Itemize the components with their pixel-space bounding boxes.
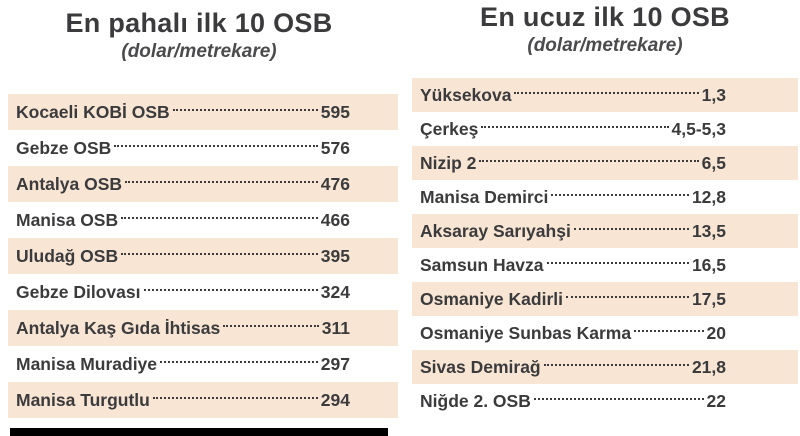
osb-name: Çerkeş — [420, 118, 479, 139]
osb-name: Nizip 2 — [420, 152, 477, 173]
dotted-leader — [152, 396, 318, 399]
osb-name: Osmaniye Sunbas Karma — [420, 322, 632, 343]
price-value: 311 — [321, 317, 350, 338]
dotted-leader — [172, 108, 318, 111]
table-row: Niğde 2. OSB 22 — [412, 384, 798, 418]
price-value: 16,5 — [691, 254, 726, 275]
price-value: 21,8 — [691, 356, 726, 377]
osb-name: Manisa Muradiye — [16, 353, 158, 374]
osb-name: Niğde 2. OSB — [420, 390, 531, 411]
price-value: 12,8 — [691, 186, 726, 207]
dotted-leader — [160, 360, 318, 363]
dotted-leader — [114, 144, 318, 147]
dotted-leader — [121, 252, 318, 255]
dotted-leader — [634, 329, 704, 332]
dotted-leader — [543, 363, 689, 366]
dotted-leader — [551, 193, 689, 196]
table-row: Samsun Havza 16,5 — [412, 248, 798, 282]
price-value: 395 — [320, 245, 350, 266]
price-value: 595 — [320, 101, 350, 122]
osb-name: Antalya Kaş Gıda İhtisas — [16, 317, 221, 338]
dotted-leader — [546, 261, 689, 264]
table-row: Antalya Kaş Gıda İhtisas 311 — [8, 310, 398, 346]
dotted-leader — [479, 159, 699, 162]
dotted-leader — [143, 288, 318, 291]
dotted-leader — [565, 295, 689, 298]
osb-name: Osmaniye Kadirli — [420, 288, 563, 309]
panel-title-most-expensive: En pahalı ilk 10 OSB — [65, 8, 333, 38]
osb-name: Aksaray Sarıyahşi — [420, 220, 571, 241]
panel-most-expensive: En pahalı ilk 10 OSB (dolar/metrekare) K… — [0, 8, 398, 436]
table-row: Manisa OSB 466 — [8, 202, 398, 238]
price-value: 324 — [320, 281, 350, 302]
osb-name: Sivas Demirağ — [420, 356, 541, 377]
osb-name: Samsun Havza — [420, 254, 544, 275]
table-row: Manisa Demirci 12,8 — [412, 180, 798, 214]
table-row: Osmaniye Kadirli 17,5 — [412, 282, 798, 316]
osb-name: Manisa OSB — [16, 209, 119, 230]
dotted-leader — [573, 227, 689, 230]
price-value: 6,5 — [701, 152, 726, 173]
price-value: 466 — [320, 209, 350, 230]
table-row: Manisa Muradiye 297 — [8, 346, 398, 382]
table-row: Gebze Dilovası 324 — [8, 274, 398, 310]
dotted-leader — [533, 397, 704, 400]
osb-name: Antalya OSB — [16, 173, 122, 194]
price-list-most-expensive: Kocaeli KOBİ OSB 595 Gebze OSB 576 Antalya O… — [8, 94, 398, 418]
dotted-leader — [223, 324, 319, 327]
price-value: 22 — [706, 390, 726, 411]
table-row: Nizip 2 6,5 — [412, 146, 798, 180]
price-value: 13,5 — [691, 220, 726, 241]
panel-title-cheapest: En ucuz ilk 10 OSB — [480, 2, 730, 32]
table-row: Antalya OSB 476 — [8, 166, 398, 202]
osb-name: Yüksekova — [420, 84, 512, 105]
price-value: 17,5 — [691, 288, 726, 309]
price-value: 297 — [320, 353, 350, 374]
price-value: 4,5-5,3 — [671, 118, 726, 139]
panel-cheapest: En ucuz ilk 10 OSB (dolar/metrekare) Yük… — [412, 2, 798, 418]
table-row: Uludağ OSB 395 — [8, 238, 398, 274]
panel-subtitle-most-expensive: (dolar/metrekare) — [121, 41, 277, 62]
dotted-leader — [481, 125, 669, 128]
dotted-leader — [121, 216, 318, 219]
table-row: Kocaeli KOBİ OSB 595 — [8, 94, 398, 130]
osb-name: Manisa Turgutlu — [16, 389, 150, 410]
table-row: Manisa Turgutlu 294 — [8, 382, 398, 418]
bottom-bar — [10, 428, 388, 436]
table-row: Osmaniye Sunbas Karma 20 — [412, 316, 798, 350]
osb-name: Manisa Demirci — [420, 186, 549, 207]
dotted-leader — [125, 180, 318, 183]
osb-name: Gebze Dilovası — [16, 281, 141, 302]
dotted-leader — [514, 91, 699, 94]
table-row: Sivas Demirağ 21,8 — [412, 350, 798, 384]
osb-name: Uludağ OSB — [16, 245, 119, 266]
price-value: 476 — [320, 173, 350, 194]
panel-subtitle-cheapest: (dolar/metrekare) — [527, 35, 683, 56]
table-row: Aksaray Sarıyahşi 13,5 — [412, 214, 798, 248]
table-row: Çerkeş 4,5-5,3 — [412, 112, 798, 146]
table-row: Gebze OSB 576 — [8, 130, 398, 166]
price-value: 576 — [320, 137, 350, 158]
price-value: 20 — [706, 322, 726, 343]
osb-name: Gebze OSB — [16, 137, 112, 158]
price-value: 1,3 — [701, 84, 726, 105]
table-row: Yüksekova 1,3 — [412, 78, 798, 112]
price-list-cheapest: Yüksekova 1,3 Çerkeş 4,5-5,3 Nizip 2 6,5 Manis… — [412, 78, 798, 418]
price-value: 294 — [320, 389, 350, 410]
osb-name: Kocaeli KOBİ OSB — [16, 101, 170, 122]
